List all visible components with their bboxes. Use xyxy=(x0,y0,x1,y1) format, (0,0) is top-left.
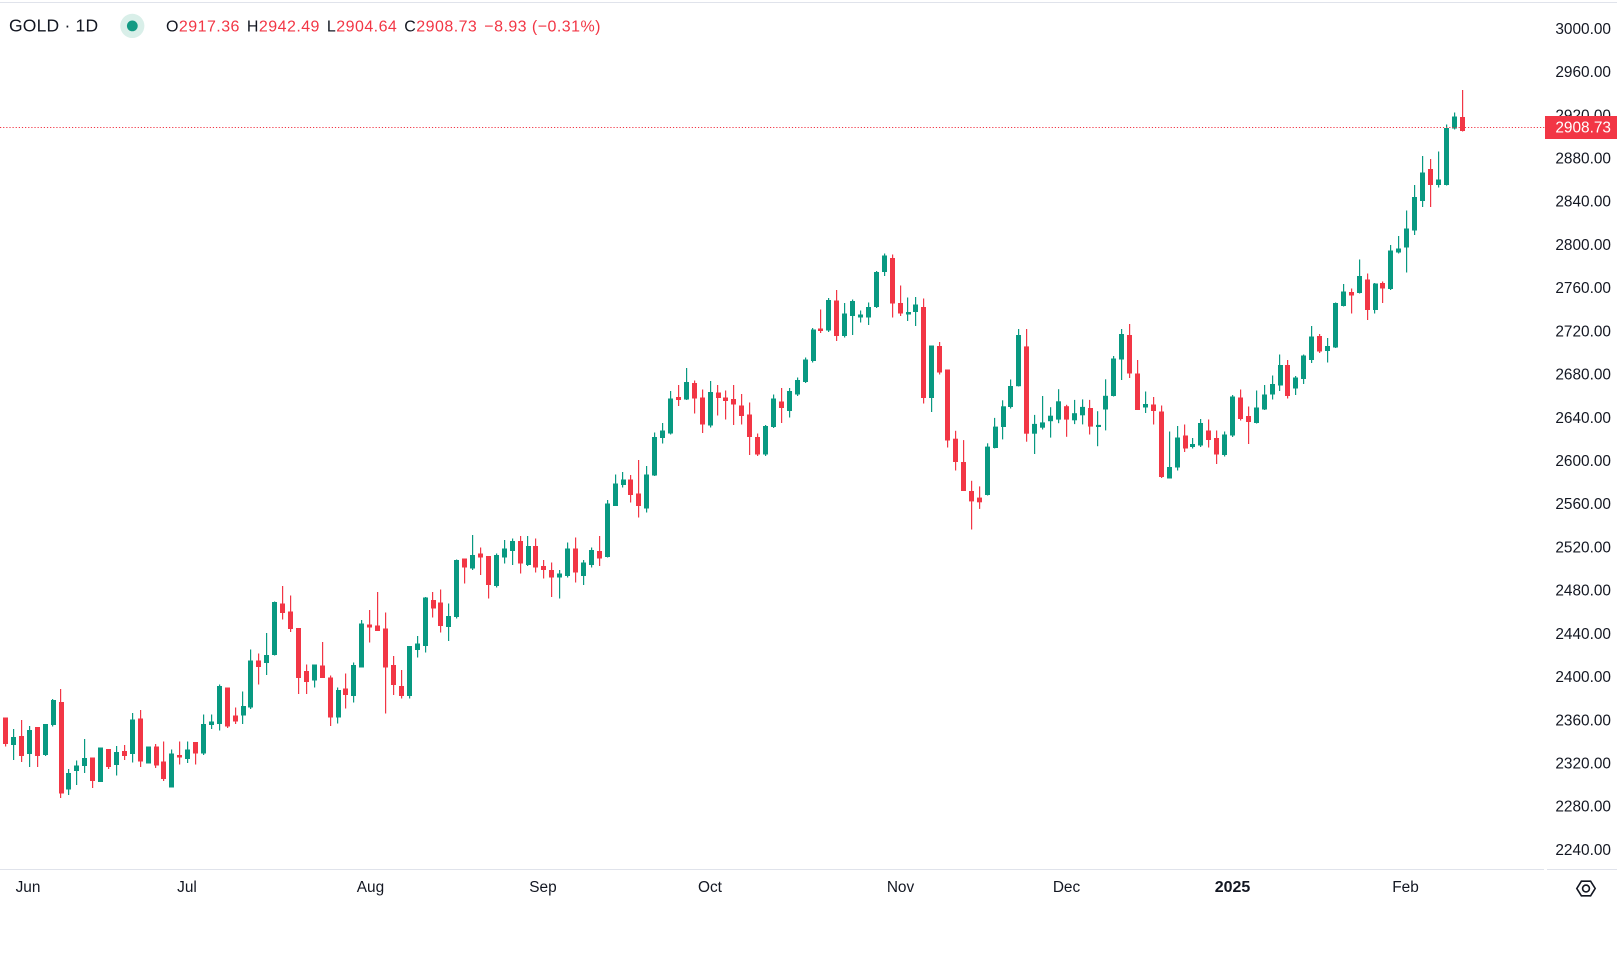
svg-text:2025: 2025 xyxy=(1215,879,1251,896)
svg-text:2600.00: 2600.00 xyxy=(1555,453,1611,470)
svg-text:2400.00: 2400.00 xyxy=(1555,669,1611,686)
svg-text:2280.00: 2280.00 xyxy=(1555,799,1611,816)
svg-text:2640.00: 2640.00 xyxy=(1555,410,1611,427)
svg-text:Sep: Sep xyxy=(529,879,556,896)
svg-text:2880.00: 2880.00 xyxy=(1555,151,1611,168)
svg-text:2720.00: 2720.00 xyxy=(1555,323,1611,340)
svg-text:Oct: Oct xyxy=(698,879,723,896)
svg-text:Nov: Nov xyxy=(887,879,915,896)
svg-text:2680.00: 2680.00 xyxy=(1555,367,1611,384)
svg-text:2520.00: 2520.00 xyxy=(1555,539,1611,556)
svg-text:2908.73: 2908.73 xyxy=(1555,120,1611,137)
svg-text:2320.00: 2320.00 xyxy=(1555,756,1611,773)
svg-text:3000.00: 3000.00 xyxy=(1555,21,1611,38)
svg-text:Feb: Feb xyxy=(1392,879,1419,896)
svg-text:GOLD · 1D: GOLD · 1D xyxy=(9,16,98,36)
svg-text:2760.00: 2760.00 xyxy=(1555,280,1611,297)
svg-text:Aug: Aug xyxy=(357,879,384,896)
svg-text:2480.00: 2480.00 xyxy=(1555,583,1611,600)
svg-text:Jun: Jun xyxy=(16,879,41,896)
svg-text:2840.00: 2840.00 xyxy=(1555,194,1611,211)
svg-text:2440.00: 2440.00 xyxy=(1555,626,1611,643)
svg-text:2360.00: 2360.00 xyxy=(1555,712,1611,729)
svg-text:Jul: Jul xyxy=(177,879,197,896)
svg-text:2800.00: 2800.00 xyxy=(1555,237,1611,254)
svg-text:Dec: Dec xyxy=(1053,879,1081,896)
svg-text:2240.00: 2240.00 xyxy=(1555,842,1611,859)
svg-text:2560.00: 2560.00 xyxy=(1555,496,1611,513)
svg-text:2960.00: 2960.00 xyxy=(1555,64,1611,81)
